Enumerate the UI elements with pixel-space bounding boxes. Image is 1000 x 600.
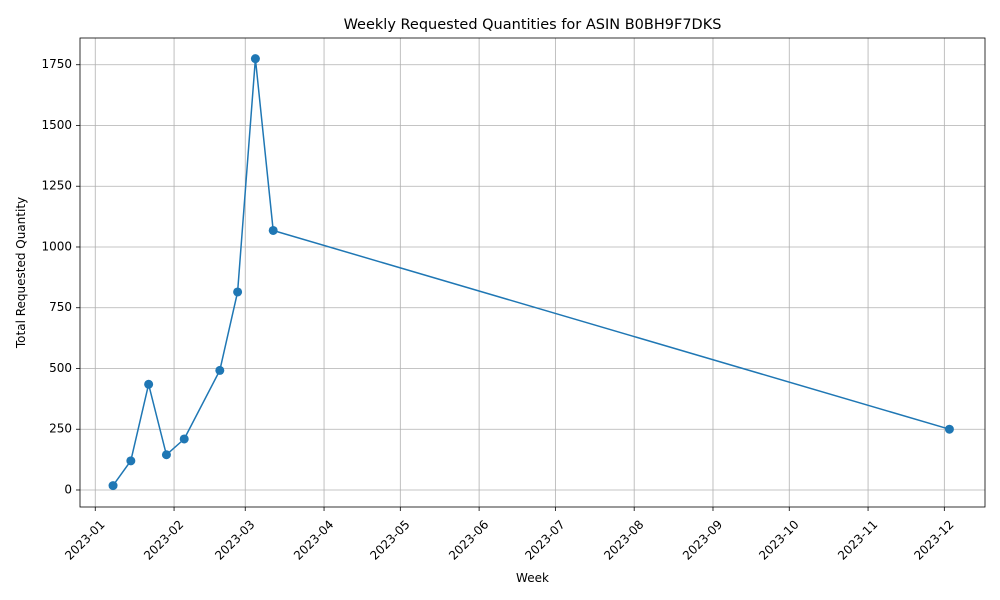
y-tick-label: 1500 [41, 118, 72, 132]
data-point-marker [179, 434, 189, 444]
data-point-marker [144, 379, 154, 389]
y-tick-label: 1250 [41, 179, 72, 193]
data-point-marker [215, 365, 225, 375]
y-tick-label: 500 [49, 361, 72, 375]
y-tick-label: 250 [49, 422, 72, 436]
plot-frame [79, 37, 986, 508]
y-axis-label: Total Requested Quantity [14, 197, 28, 349]
data-point-marker [944, 424, 954, 434]
data-point-marker [126, 456, 136, 466]
x-axis-label: Week [516, 571, 549, 585]
data-point-marker [250, 54, 260, 64]
chart-title: Weekly Requested Quantities for ASIN B0B… [344, 17, 722, 33]
y-tick-label: 750 [49, 300, 72, 314]
grid-layer [80, 38, 985, 507]
data-point-marker [161, 450, 171, 460]
data-point-marker [108, 481, 118, 491]
data-point-marker [233, 287, 243, 297]
y-tick-label: 1750 [41, 57, 72, 71]
y-tick-label: 1000 [41, 239, 72, 253]
y-axis-ticks: 0 250 500 750 1000 1250 1500 1750 [41, 57, 80, 496]
series-line [112, 57, 950, 487]
series-layer [108, 54, 954, 491]
y-tick-label: 0 [64, 482, 72, 496]
data-point-marker [268, 225, 278, 235]
